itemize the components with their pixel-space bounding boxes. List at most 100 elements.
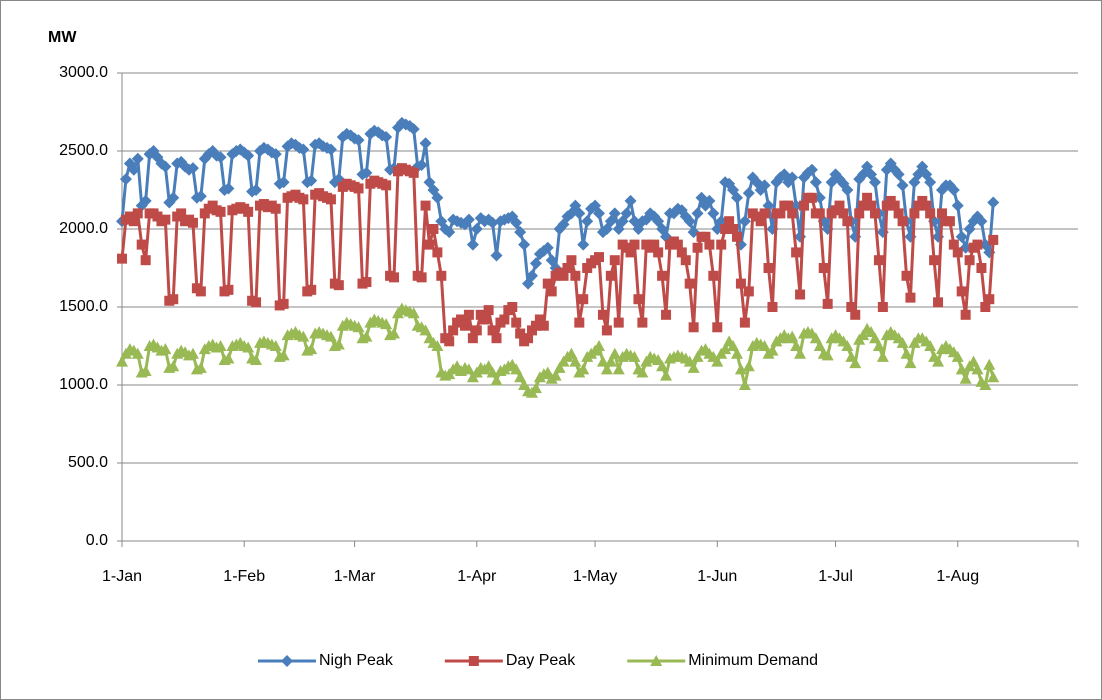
marker	[728, 224, 739, 234]
marker	[297, 330, 310, 342]
marker	[897, 216, 908, 227]
marker	[672, 239, 683, 250]
marker	[467, 333, 478, 344]
marker	[794, 347, 807, 359]
marker	[869, 208, 880, 219]
marker	[936, 208, 947, 219]
marker	[577, 238, 590, 251]
marker	[420, 200, 431, 211]
marker	[186, 162, 199, 175]
marker	[573, 207, 586, 220]
marker	[790, 340, 803, 351]
marker	[951, 199, 964, 212]
x-tick-label: 1-Feb	[223, 568, 265, 585]
marker	[514, 371, 527, 383]
marker	[431, 191, 444, 204]
marker	[483, 305, 494, 316]
marker	[116, 355, 128, 367]
marker	[759, 208, 770, 219]
marker	[896, 336, 909, 348]
marker	[676, 247, 687, 258]
marker	[281, 655, 293, 667]
x-tick-label: 1-Aug	[936, 568, 979, 585]
marker	[691, 350, 704, 362]
marker	[380, 130, 393, 143]
marker	[933, 297, 944, 308]
marker	[131, 152, 144, 165]
marker	[214, 151, 227, 164]
marker	[277, 176, 290, 189]
marker	[657, 270, 668, 281]
marker	[838, 208, 849, 219]
marker	[818, 263, 829, 273]
marker	[980, 302, 991, 312]
marker	[704, 239, 715, 250]
marker	[841, 340, 854, 351]
marker	[691, 207, 704, 220]
marker	[160, 214, 171, 225]
marker	[499, 314, 510, 325]
marker	[680, 255, 691, 266]
marker	[687, 361, 700, 373]
series	[116, 116, 1000, 290]
marker	[947, 184, 960, 196]
marker	[813, 340, 826, 351]
marker	[159, 160, 172, 173]
x-tick-label: 1-Jun	[697, 568, 737, 585]
marker	[541, 241, 554, 254]
marker	[470, 223, 483, 235]
marker	[507, 302, 518, 312]
marker	[637, 317, 648, 328]
marker	[609, 255, 620, 266]
marker	[298, 194, 309, 205]
marker	[604, 355, 617, 367]
marker	[419, 324, 432, 336]
marker	[967, 355, 980, 367]
marker	[597, 309, 608, 320]
marker	[424, 239, 435, 250]
marker	[775, 208, 786, 219]
marker	[594, 252, 605, 263]
marker	[767, 302, 778, 312]
marker	[904, 357, 917, 369]
marker	[896, 179, 909, 192]
marker	[167, 191, 180, 204]
marker	[269, 340, 282, 351]
marker	[624, 194, 637, 207]
marker	[581, 215, 594, 228]
marker	[596, 355, 609, 367]
marker	[381, 180, 392, 191]
marker	[511, 317, 522, 328]
marker	[565, 347, 578, 359]
y-axis-label: MW	[48, 29, 77, 46]
marker	[388, 327, 401, 339]
marker	[534, 314, 545, 325]
x-tick-label: 1-Mar	[334, 568, 376, 585]
marker	[972, 239, 983, 250]
marker	[167, 360, 180, 372]
marker	[948, 239, 959, 250]
marker	[529, 257, 542, 270]
marker	[553, 361, 566, 373]
marker	[944, 216, 955, 227]
marker	[525, 269, 538, 282]
marker	[786, 330, 799, 342]
marker	[868, 176, 881, 189]
marker	[608, 207, 621, 220]
marker	[703, 194, 716, 207]
marker	[214, 340, 227, 351]
marker	[558, 270, 569, 281]
marker	[324, 143, 337, 156]
marker	[684, 278, 695, 289]
marker	[929, 255, 940, 266]
marker	[724, 216, 735, 227]
marker	[866, 200, 877, 211]
y-tick-label: 1500.0	[59, 298, 108, 315]
marker	[569, 355, 582, 367]
marker	[612, 363, 625, 375]
marker	[805, 163, 818, 176]
y-tick-label: 2500.0	[59, 142, 108, 159]
marker	[570, 270, 581, 281]
marker	[187, 217, 198, 228]
marker	[360, 330, 373, 342]
